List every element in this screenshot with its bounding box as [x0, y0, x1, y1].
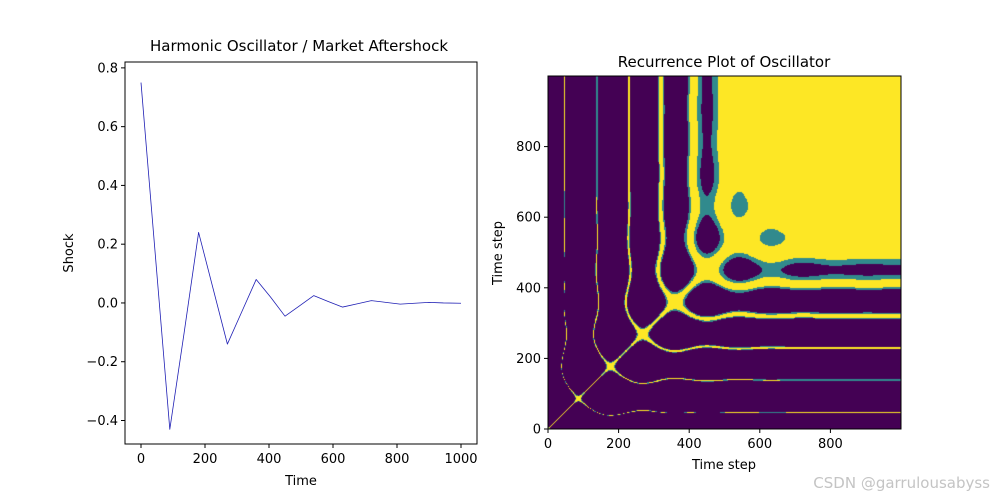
y-tick-label: 0.8 [97, 61, 118, 76]
shock-series-line [140, 82, 462, 430]
oscillator-x-ticks: 0 200 400 600 800 1000 [137, 444, 478, 467]
oscillator-line-chart: Harmonic Oscillator / Market Aftershock … [62, 37, 478, 489]
y-tick-label: 600 [516, 211, 541, 226]
x-tick-label: 200 [606, 437, 631, 452]
recurrence-chart-title: Recurrence Plot of Oscillator [618, 53, 831, 71]
recurrence-y-ticks: 0 200 400 600 800 [516, 140, 548, 438]
recurrence-x-ticks: 0 200 400 600 800 [544, 429, 843, 452]
y-tick-label: 400 [516, 281, 541, 296]
y-tick-label: 0.4 [97, 179, 118, 194]
x-tick-label: 800 [385, 452, 410, 467]
recurrence-heatmap [548, 76, 901, 429]
oscillator-plot-area [140, 82, 462, 430]
x-tick-label: 1000 [444, 452, 477, 467]
x-tick-label: 200 [193, 452, 218, 467]
x-tick-label: 800 [818, 437, 843, 452]
y-tick-label: 0.6 [97, 120, 118, 135]
y-tick-label: −0.2 [86, 355, 118, 370]
y-tick-label: −0.4 [86, 414, 118, 429]
recurrence-y-axis-label: Time step [491, 221, 506, 286]
oscillator-chart-title: Harmonic Oscillator / Market Aftershock [150, 37, 448, 55]
oscillator-y-ticks: −0.4 −0.2 0.0 0.2 0.4 0.6 0.8 [86, 61, 125, 429]
x-tick-label: 0 [544, 437, 552, 452]
y-tick-label: 800 [516, 140, 541, 155]
y-tick-label: 0.0 [97, 296, 118, 311]
y-tick-label: 0 [533, 423, 541, 438]
oscillator-x-axis-label: Time [284, 474, 317, 489]
watermark: CSDN @garrulousabyss [813, 474, 990, 492]
recurrence-x-axis-label: Time step [691, 458, 756, 473]
x-tick-label: 400 [677, 437, 702, 452]
y-tick-label: 200 [516, 352, 541, 367]
oscillator-y-axis-label: Shock [62, 233, 77, 273]
y-tick-label: 0.2 [97, 238, 118, 253]
x-tick-label: 600 [747, 437, 772, 452]
recurrence-plot-chart: Recurrence Plot of Oscillator 0 200 400 600… [491, 53, 902, 473]
oscillator-axes-frame [124, 61, 478, 445]
recurrence-heatmap-container [548, 76, 901, 429]
x-tick-label: 600 [321, 452, 346, 467]
x-tick-label: 400 [257, 452, 282, 467]
x-tick-label: 0 [137, 452, 145, 467]
recurrence-axes-frame [547, 75, 902, 430]
